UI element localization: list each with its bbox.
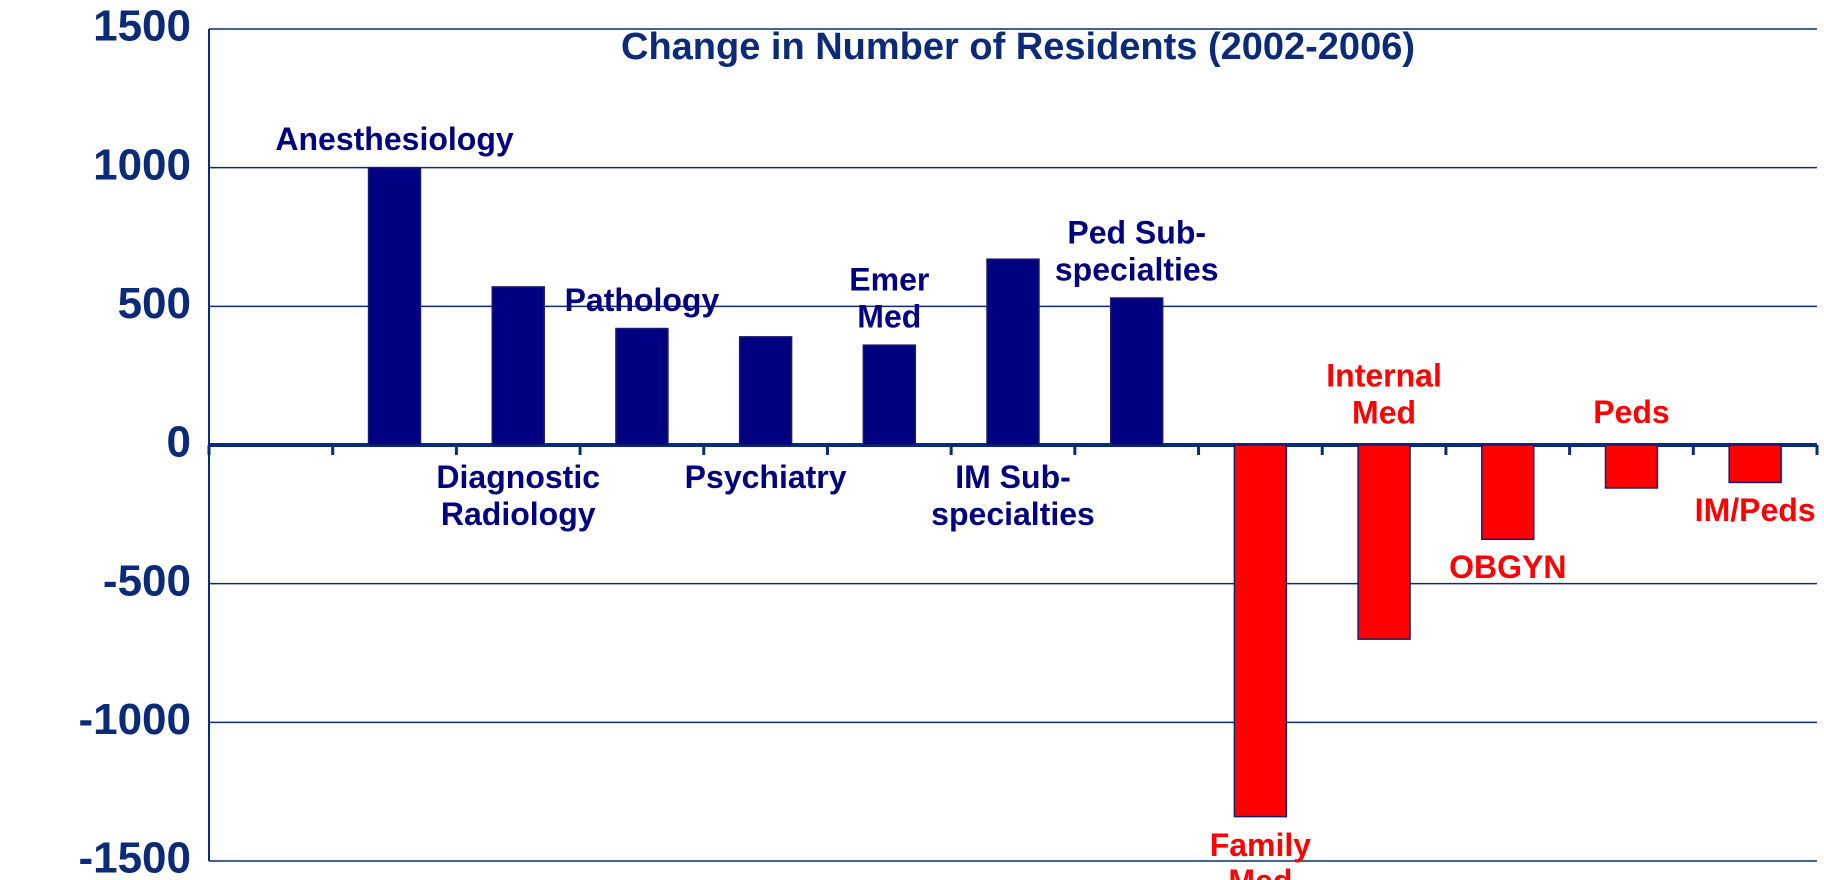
y-tick-label: 500: [118, 279, 191, 328]
bar: [1604, 444, 1659, 489]
category-label: Pathology: [564, 281, 720, 318]
y-tick-label: 1500: [93, 2, 191, 51]
category-label: IM/Peds: [1694, 492, 1816, 529]
category-label: Family Med: [1209, 826, 1312, 880]
y-tick-label: 1000: [93, 140, 191, 189]
y-tick-label: -1500: [78, 834, 191, 880]
category-label: Ped Sub- specialties: [1054, 214, 1219, 288]
y-tick-label: 0: [167, 418, 191, 467]
category-label: Peds: [1593, 394, 1670, 431]
bar: [491, 286, 545, 446]
category-label: IM Sub- specialties: [931, 459, 1095, 532]
y-tick-label: -1000: [78, 695, 191, 744]
bar: [615, 327, 669, 446]
bar: [367, 166, 422, 446]
y-tick-label: -500: [103, 556, 191, 605]
category-label: Psychiatry: [684, 459, 847, 495]
bar: [1109, 297, 1164, 446]
category-label: Diagnostic Radiology: [436, 459, 601, 532]
category-label: Emer Med: [849, 261, 930, 335]
bar: [1233, 444, 1288, 818]
bar: [738, 336, 793, 446]
bar: [1728, 444, 1782, 484]
bar: [1357, 444, 1411, 640]
category-label: Internal Med: [1326, 357, 1442, 431]
bar: [1481, 444, 1535, 541]
category-label: Anesthesiology: [275, 120, 514, 157]
chart-title: Change in Number of Residents (2002-2006…: [621, 26, 1415, 68]
bar: [986, 258, 1040, 446]
bar: [862, 344, 917, 446]
category-label: OBGYN: [1449, 549, 1567, 586]
